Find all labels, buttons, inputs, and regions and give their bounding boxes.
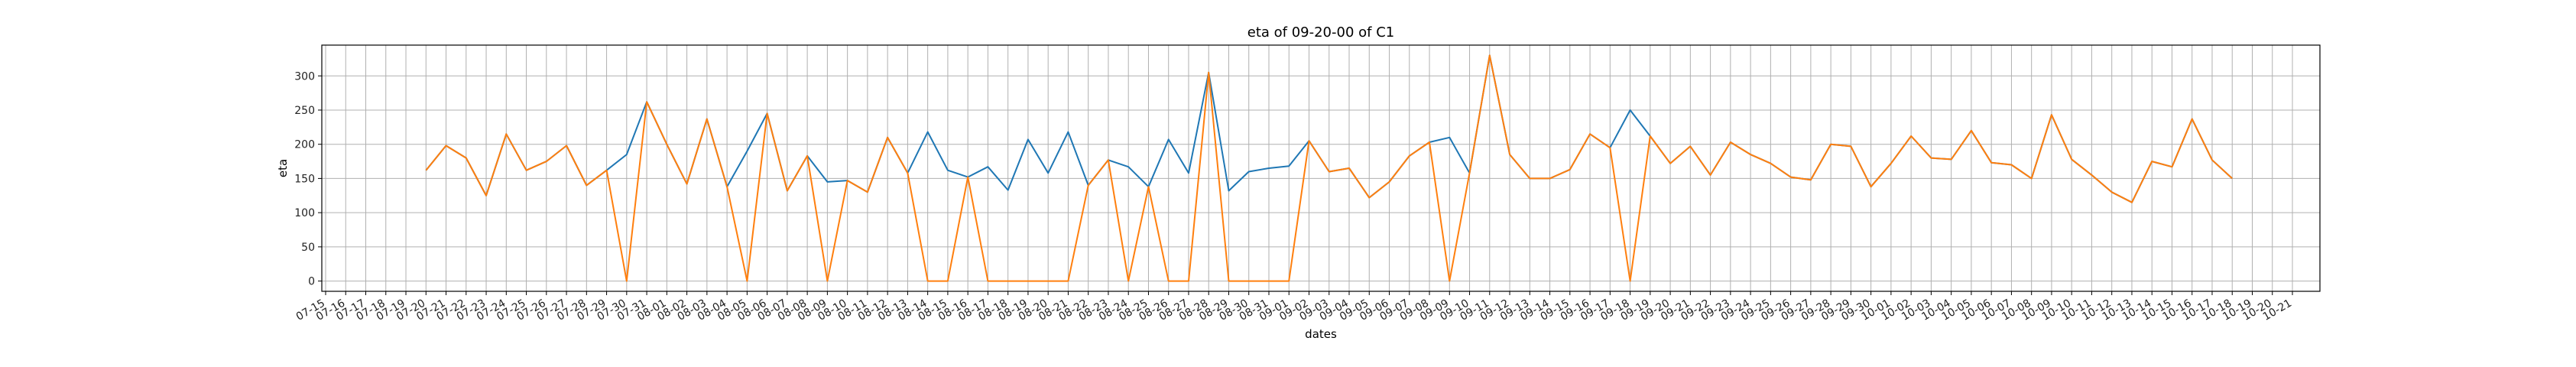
y-tick-label: 250 <box>294 105 315 117</box>
plot-frame <box>321 44 2321 292</box>
chart-title: eta of 09-20-00 of C1 <box>1247 24 1394 41</box>
y-tick-label: 100 <box>294 207 315 219</box>
x-axis-label: dates <box>1305 327 1337 341</box>
series-group <box>425 54 2233 282</box>
grid <box>322 45 2320 291</box>
series-line-2 <box>425 54 2233 282</box>
y-tick-label: 300 <box>294 70 315 83</box>
y-tick-label: 150 <box>294 173 315 185</box>
y-tick-label: 200 <box>294 139 315 151</box>
y-tick-label: 50 <box>301 242 315 254</box>
y-axis: 0 50 100 150 200 250 300 <box>294 70 322 288</box>
y-tick-label: 0 <box>308 276 315 288</box>
y-axis-label: eta <box>276 159 290 177</box>
